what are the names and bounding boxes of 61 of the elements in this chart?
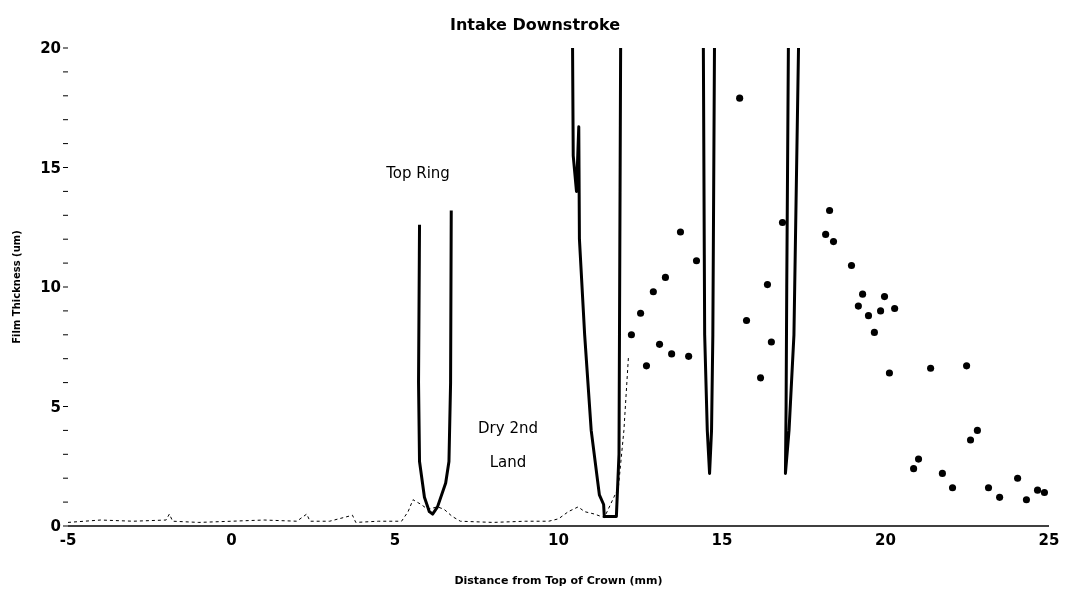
point bbox=[649, 288, 657, 296]
x-tick-label: 0 bbox=[226, 530, 237, 549]
point bbox=[1022, 496, 1031, 504]
point bbox=[676, 228, 685, 236]
point bbox=[877, 307, 885, 315]
point bbox=[1033, 486, 1042, 494]
line-series bbox=[701, 48, 716, 475]
point bbox=[885, 369, 893, 377]
line-series bbox=[783, 48, 801, 475]
point bbox=[627, 331, 635, 339]
x-tick-label: 5 bbox=[389, 530, 401, 549]
x-tick-label: 15 bbox=[711, 530, 733, 549]
point bbox=[854, 302, 862, 310]
x-axis-title: Distance from Top of Crown (mm) bbox=[454, 574, 663, 587]
y-axis-title: Film Thickness (um) bbox=[10, 230, 22, 344]
point bbox=[826, 206, 834, 215]
point bbox=[880, 293, 889, 301]
y-tick-label: 5 bbox=[50, 397, 61, 416]
point bbox=[859, 290, 867, 298]
point bbox=[891, 304, 899, 313]
point bbox=[736, 94, 744, 102]
point bbox=[822, 230, 830, 238]
point bbox=[692, 257, 701, 265]
x-tick-label: 20 bbox=[875, 530, 896, 549]
point bbox=[778, 218, 787, 227]
chart-title: Intake Downstroke bbox=[450, 15, 621, 34]
point bbox=[763, 281, 772, 289]
point bbox=[637, 309, 645, 317]
point bbox=[996, 493, 1004, 501]
point bbox=[661, 273, 669, 281]
point bbox=[864, 312, 873, 320]
point bbox=[655, 340, 664, 348]
x-tick-label: 10 bbox=[548, 530, 569, 549]
point bbox=[938, 469, 946, 477]
point bbox=[642, 362, 651, 370]
point bbox=[984, 484, 993, 492]
point bbox=[1040, 488, 1048, 497]
point bbox=[757, 374, 765, 382]
x-tick-label: -5 bbox=[59, 530, 77, 549]
point bbox=[1014, 474, 1022, 482]
point bbox=[685, 352, 693, 360]
point bbox=[914, 455, 923, 463]
y-tick-label: 20 bbox=[40, 39, 61, 58]
point bbox=[668, 350, 676, 358]
point bbox=[767, 338, 775, 346]
annotation: Dry 2nd Land bbox=[478, 419, 538, 471]
point bbox=[927, 364, 935, 372]
point bbox=[870, 328, 878, 336]
point bbox=[948, 484, 957, 492]
y-tick-label: 0 bbox=[50, 517, 61, 536]
point bbox=[829, 238, 838, 246]
point bbox=[966, 436, 975, 444]
point bbox=[963, 362, 971, 370]
point bbox=[742, 316, 751, 325]
point bbox=[973, 426, 981, 434]
point bbox=[847, 261, 856, 270]
y-tick-label: 10 bbox=[40, 278, 61, 297]
y-tick-label: 15 bbox=[40, 158, 61, 177]
annotation: Top Ring bbox=[385, 164, 450, 182]
x-tick-label: 25 bbox=[1038, 530, 1060, 549]
point bbox=[910, 465, 918, 473]
